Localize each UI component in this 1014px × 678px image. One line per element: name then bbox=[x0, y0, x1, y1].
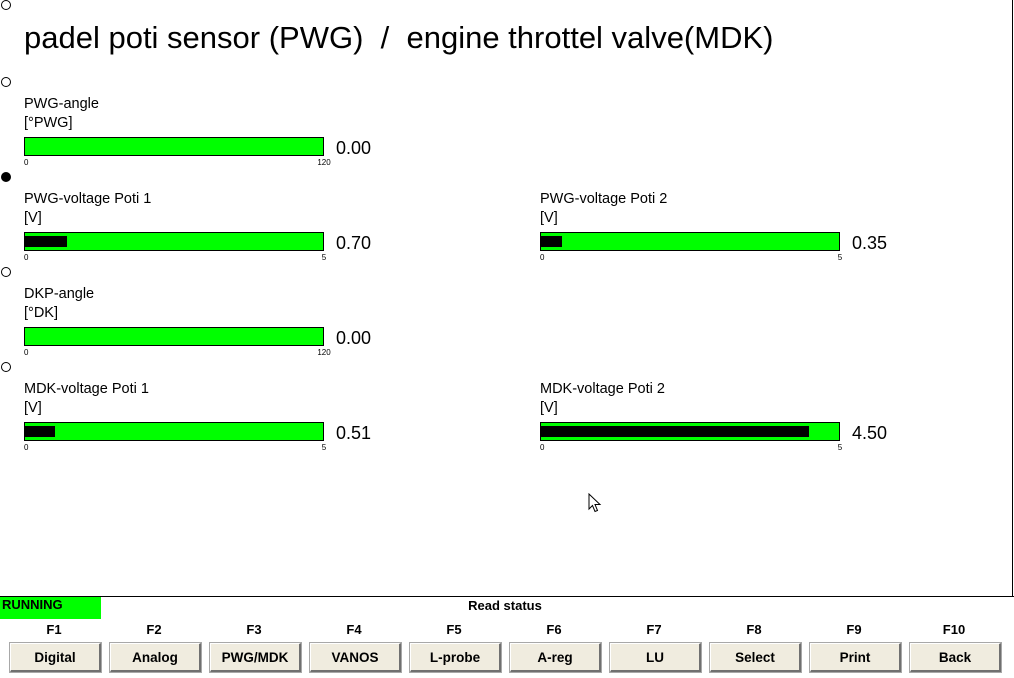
gauge-mdk-voltage-poti-1: MDK-voltage Poti 1 [V] 0.51 0 5 bbox=[24, 380, 424, 460]
gauge-unit: [°DK] bbox=[24, 305, 58, 321]
gauge-value: 0.70 bbox=[336, 233, 372, 253]
radio-row-dkp-angle[interactable] bbox=[1, 267, 11, 277]
running-indicator: RUNNING bbox=[0, 597, 101, 619]
radio-row-mdk-voltage[interactable] bbox=[1, 362, 11, 372]
digital-button[interactable]: Digital bbox=[10, 643, 101, 672]
gauge-value: 0.00 bbox=[336, 328, 372, 348]
fkey-label-f10: F10 bbox=[942, 622, 966, 637]
gauge-value: 0.35 bbox=[852, 233, 888, 253]
gauge-label: MDK-voltage Poti 2 bbox=[540, 381, 665, 397]
gauge-fill bbox=[541, 426, 809, 437]
gauge-bar bbox=[24, 137, 324, 156]
back-button[interactable]: Back bbox=[910, 643, 1001, 672]
gauge-unit: [V] bbox=[24, 400, 42, 416]
fkey-label-f7: F7 bbox=[646, 622, 662, 637]
gauge-label: PWG-voltage Poti 2 bbox=[540, 191, 668, 207]
mouse-cursor-icon bbox=[588, 493, 602, 513]
gauge-max: 5 bbox=[321, 443, 327, 452]
gauge-label: PWG-voltage Poti 1 bbox=[24, 191, 152, 207]
gauge-min: 0 bbox=[24, 443, 29, 452]
gauge-max: 5 bbox=[321, 253, 327, 262]
lu-button[interactable]: LU bbox=[610, 643, 701, 672]
gauge-bar bbox=[24, 232, 324, 251]
gauge-pwg-voltage-poti-2: PWG-voltage Poti 2 [V] 0.35 0 5 bbox=[540, 190, 940, 270]
fkey-label-f9: F9 bbox=[846, 622, 862, 637]
gauge-bar bbox=[540, 232, 840, 251]
gauge-max: 120 bbox=[317, 348, 331, 357]
status-text: Read status bbox=[468, 598, 542, 613]
status-divider bbox=[0, 596, 1014, 597]
gauge-bar bbox=[540, 422, 840, 441]
gauge-fill bbox=[25, 236, 67, 247]
fkey-label-f4: F4 bbox=[346, 622, 362, 637]
gauge-pwg-voltage-poti-1: PWG-voltage Poti 1 [V] 0.70 0 5 bbox=[24, 190, 424, 270]
window-right-border bbox=[1012, 0, 1013, 596]
gauge-min: 0 bbox=[540, 443, 545, 452]
gauge-max: 120 bbox=[317, 158, 331, 167]
gauge-min: 0 bbox=[24, 348, 29, 357]
gauge-unit: [V] bbox=[540, 400, 558, 416]
gauge-mdk-voltage-poti-2: MDK-voltage Poti 2 [V] 4.50 0 5 bbox=[540, 380, 940, 460]
radio-row-pwg-voltage[interactable] bbox=[1, 172, 11, 182]
gauge-label: PWG-angle bbox=[24, 96, 99, 112]
gauge-bar bbox=[24, 327, 324, 346]
fkey-label-f6: F6 bbox=[546, 622, 562, 637]
gauge-label: MDK-voltage Poti 1 bbox=[24, 381, 149, 397]
fkey-label-f2: F2 bbox=[146, 622, 162, 637]
gauge-max: 5 bbox=[837, 253, 843, 262]
gauge-min: 0 bbox=[24, 253, 29, 262]
gauge-unit: [V] bbox=[540, 210, 558, 226]
gauge-max: 5 bbox=[837, 443, 843, 452]
vanos-button[interactable]: VANOS bbox=[310, 643, 401, 672]
l-probe-button[interactable]: L-probe bbox=[410, 643, 501, 672]
print-button[interactable]: Print bbox=[810, 643, 901, 672]
gauge-value: 4.50 bbox=[852, 423, 888, 443]
gauge-value: 0.00 bbox=[336, 138, 372, 158]
gauge-fill bbox=[25, 426, 55, 437]
gauge-bar bbox=[24, 422, 324, 441]
gauge-dkp-angle: DKP-angle [°DK] 0.00 0 120 bbox=[24, 285, 424, 365]
a-reg-button[interactable]: A-reg bbox=[510, 643, 601, 672]
radio-row-pwg-angle[interactable] bbox=[1, 77, 11, 87]
radio-row-title[interactable] bbox=[1, 0, 11, 10]
gauge-unit: [°PWG] bbox=[24, 115, 73, 131]
gauge-value: 0.51 bbox=[336, 423, 372, 443]
fkey-label-f8: F8 bbox=[746, 622, 762, 637]
fkey-label-f1: F1 bbox=[46, 622, 62, 637]
page-title: padel poti sensor (PWG) / engine throtte… bbox=[24, 20, 774, 55]
gauge-pwg-angle: PWG-angle [°PWG] 0.00 0 120 bbox=[24, 95, 424, 175]
analog-button[interactable]: Analog bbox=[110, 643, 201, 672]
gauge-unit: [V] bbox=[24, 210, 42, 226]
pwg-mdk-button[interactable]: PWG/MDK bbox=[210, 643, 301, 672]
fkey-label-f3: F3 bbox=[246, 622, 262, 637]
select-button[interactable]: Select bbox=[710, 643, 801, 672]
gauge-min: 0 bbox=[540, 253, 545, 262]
gauge-label: DKP-angle bbox=[24, 286, 95, 302]
gauge-fill bbox=[541, 236, 562, 247]
fkey-label-f5: F5 bbox=[446, 622, 462, 637]
gauge-min: 0 bbox=[24, 158, 29, 167]
